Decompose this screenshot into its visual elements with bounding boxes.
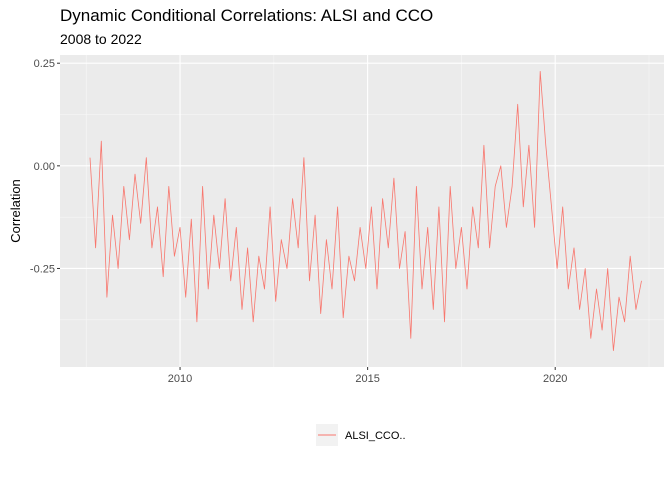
x-tick-label: 2015 (355, 373, 379, 385)
plot-panel (60, 55, 664, 367)
chart-subtitle: 2008 to 2022 (60, 31, 142, 47)
axis-layer: 0.25 0.00 -0.25 2010 2015 2020 (30, 58, 568, 385)
major-gridlines (60, 55, 664, 367)
legend: ALSI_CCO.. (316, 424, 406, 446)
x-tick-label: 2010 (168, 373, 192, 385)
x-tick-label: 2020 (543, 373, 567, 385)
y-tick-label: 0.25 (34, 58, 55, 70)
series-line-0 (89, 71, 642, 352)
y-tick-label: 0.00 (34, 161, 55, 173)
chart-title: Dynamic Conditional Correlations: ALSI a… (60, 6, 434, 25)
y-tick-label: -0.25 (30, 263, 55, 275)
legend-label: ALSI_CCO.. (345, 430, 406, 442)
y-axis-title: Correlation (8, 179, 23, 243)
series-layer (89, 71, 642, 352)
